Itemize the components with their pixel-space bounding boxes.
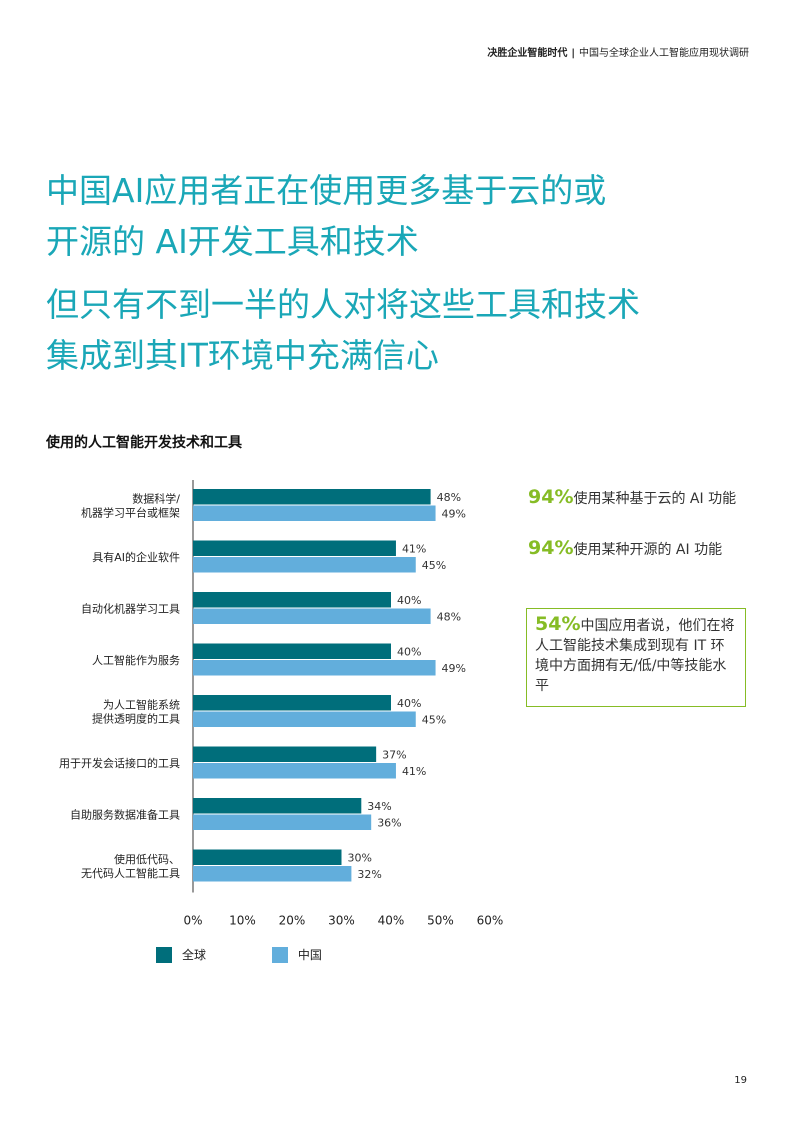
bar-value-label: 34% bbox=[367, 800, 391, 813]
bar-china bbox=[193, 711, 416, 727]
bar-china bbox=[193, 608, 431, 624]
legend-swatch-china bbox=[271, 946, 288, 963]
bar-china bbox=[193, 866, 352, 882]
headline-primary: 中国AI应用者正在使用更多基于云的或 开源的 AI开发工具和技术 bbox=[46, 165, 606, 267]
report-title: 决胜企业智能时代 bbox=[487, 48, 568, 59]
bar-global bbox=[193, 798, 362, 814]
bar-global bbox=[193, 849, 342, 865]
callout-text: 中国应用者说，他们在将人工智能技术集成到现有 IT 环境中方面拥有无/低/中等技… bbox=[535, 618, 735, 694]
bar-value-label: 48% bbox=[437, 491, 461, 504]
headline-primary-line-2: 开源的 AI开发工具和技术 bbox=[46, 222, 419, 261]
category-label: 为人工智能系统 bbox=[103, 698, 180, 712]
bar-value-label: 30% bbox=[348, 852, 372, 865]
category-label: 提供透明度的工具 bbox=[92, 712, 180, 726]
legend-label-global: 全球 bbox=[182, 948, 207, 962]
headline-secondary-line-2: 集成到其IT环境中充满信心 bbox=[46, 336, 439, 375]
header-separator: | bbox=[571, 48, 575, 59]
stat-open-source-ai-text: 使用某种开源的 AI 功能 bbox=[573, 542, 723, 558]
bar-value-label: 45% bbox=[422, 559, 446, 572]
chart-title: 使用的人工智能开发技术和工具 bbox=[46, 435, 242, 451]
bar-value-label: 49% bbox=[442, 662, 466, 675]
stat-open-source-ai-percent: 94% bbox=[528, 537, 574, 559]
x-tick-label: 50% bbox=[427, 914, 454, 928]
x-tick-label: 30% bbox=[328, 914, 355, 928]
stat-cloud-ai-text: 使用某种基于云的 AI 功能 bbox=[573, 491, 737, 507]
bar-value-label: 40% bbox=[397, 646, 421, 659]
category-label: 使用低代码、 bbox=[114, 853, 180, 866]
bar-value-label: 41% bbox=[402, 543, 426, 556]
bar-value-label: 40% bbox=[397, 594, 421, 607]
legend-swatch-global bbox=[156, 946, 172, 963]
callout-percent: 54% bbox=[535, 613, 581, 635]
x-tick-label: 0% bbox=[183, 914, 202, 928]
callout-box: 54%中国应用者说，他们在将人工智能技术集成到现有 IT 环境中方面拥有无/低/… bbox=[526, 608, 746, 707]
bar-global bbox=[193, 540, 396, 556]
bar-global bbox=[193, 746, 377, 762]
category-label: 具有AI的企业软件 bbox=[92, 550, 180, 564]
report-subtitle: 中国与全球企业人工智能应用现状调研 bbox=[579, 48, 749, 59]
category-label: 数据科学/ bbox=[132, 492, 180, 506]
x-tick-label: 40% bbox=[378, 914, 405, 928]
bar-china bbox=[193, 660, 436, 676]
x-tick-label: 20% bbox=[279, 914, 306, 928]
category-label: 自动化机器学习工具 bbox=[81, 602, 180, 616]
legend-item-global: 全球 bbox=[156, 946, 206, 963]
bar-china bbox=[193, 814, 372, 830]
bar-value-label: 41% bbox=[402, 765, 426, 778]
bar-global bbox=[193, 695, 391, 711]
x-tick-label: 10% bbox=[229, 914, 256, 928]
legend-item-china: 中国 bbox=[271, 946, 322, 963]
x-tick-label: 60% bbox=[477, 914, 504, 928]
bar-value-label: 48% bbox=[437, 611, 461, 624]
category-label: 机器学习平台或框架 bbox=[81, 506, 180, 520]
bar-global bbox=[193, 489, 431, 505]
headline-secondary: 但只有不到一半的人对将这些工具和技术 集成到其IT环境中充满信心 bbox=[46, 279, 640, 381]
bar-value-label: 40% bbox=[397, 697, 421, 710]
bar-global bbox=[193, 643, 391, 659]
category-label: 自助服务数据准备工具 bbox=[70, 808, 180, 822]
bar-chart: 数据科学/机器学习平台或框架 48% 49% 具有AI的企业软件 41% 45% 自动化机器… bbox=[59, 480, 504, 928]
headline-primary-line-1: 中国AI应用者正在使用更多基于云的或 bbox=[46, 171, 607, 210]
stat-open-source-ai: 94%使用某种开源的 AI 功能 bbox=[528, 537, 722, 559]
headline-secondary-line-1: 但只有不到一半的人对将这些工具和技术 bbox=[46, 285, 640, 324]
bar-value-label: 37% bbox=[382, 749, 406, 762]
page-number: 19 bbox=[734, 1075, 747, 1086]
bar-value-label: 32% bbox=[357, 868, 381, 881]
stat-cloud-ai-percent: 94% bbox=[528, 486, 574, 508]
bar-global bbox=[193, 592, 391, 608]
bar-china bbox=[193, 557, 416, 573]
running-header: 决胜企业智能时代 | 中国与全球企业人工智能应用现状调研 bbox=[487, 44, 749, 59]
category-label: 人工智能作为服务 bbox=[92, 653, 180, 667]
bar-value-label: 49% bbox=[442, 508, 466, 521]
chart-legend: 全球 中国 bbox=[156, 946, 384, 966]
category-label: 用于开发会话接口的工具 bbox=[59, 756, 180, 770]
bar-value-label: 36% bbox=[377, 817, 401, 830]
legend-label-china: 中国 bbox=[297, 948, 322, 962]
bar-china bbox=[193, 505, 436, 521]
bar-value-label: 45% bbox=[422, 714, 446, 727]
stat-cloud-ai: 94%使用某种基于云的 AI 功能 bbox=[528, 486, 736, 508]
category-label: 无代码人工智能工具 bbox=[81, 866, 180, 880]
bar-china bbox=[193, 763, 396, 779]
